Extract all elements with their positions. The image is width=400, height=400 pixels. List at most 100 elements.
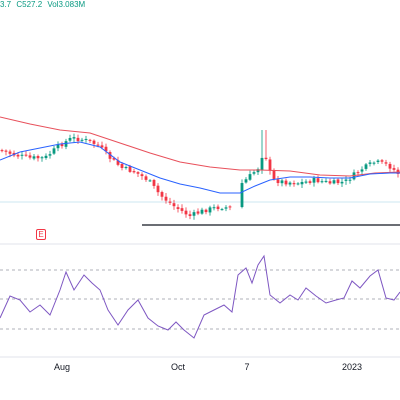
candle-body xyxy=(20,154,24,156)
candle-body xyxy=(360,169,364,172)
candle-body xyxy=(40,157,44,159)
candle-body xyxy=(52,148,56,154)
candle-body xyxy=(8,151,12,154)
candle-body xyxy=(140,174,144,177)
candle-body xyxy=(356,172,360,174)
candle-body xyxy=(84,138,88,140)
x-tick-2023: 2023 xyxy=(342,362,362,372)
candle-body xyxy=(112,157,116,160)
candle-body xyxy=(380,160,384,162)
candle-body xyxy=(72,137,76,139)
candle-body xyxy=(100,145,104,148)
candle-body xyxy=(64,141,68,147)
candle-body xyxy=(340,181,344,184)
x-tick-oct: Oct xyxy=(171,362,186,372)
candle-body xyxy=(188,214,192,217)
candle-body xyxy=(240,183,244,208)
candle-body xyxy=(168,201,172,203)
candle-body xyxy=(128,166,132,172)
candle-body xyxy=(280,180,284,184)
candle-body xyxy=(364,164,368,169)
x-tick-7: 7 xyxy=(244,362,249,372)
candle-body xyxy=(272,170,276,180)
candle-body xyxy=(48,154,52,156)
candle-body xyxy=(320,181,324,183)
candle-body xyxy=(96,144,100,146)
candle-body xyxy=(152,179,156,186)
time-axis: Aug Oct 7 2023 xyxy=(54,362,362,372)
candle-body xyxy=(288,182,292,185)
candle-body xyxy=(32,156,36,159)
candle-body xyxy=(328,181,332,184)
candle-body xyxy=(276,179,280,184)
candle-body xyxy=(28,155,32,158)
candle-body xyxy=(336,179,340,184)
candle-body xyxy=(256,169,260,173)
candle-body xyxy=(324,180,328,182)
ohlc-value-1: 3.7 xyxy=(0,0,12,9)
candle-body xyxy=(208,207,212,213)
candle-body xyxy=(180,208,184,211)
candle-body xyxy=(200,209,204,214)
candle-body xyxy=(376,160,380,162)
candle-body xyxy=(332,180,336,184)
rsi-line xyxy=(0,254,400,339)
candle-body xyxy=(260,157,264,171)
candle-body xyxy=(344,179,348,181)
candle-body xyxy=(120,163,124,168)
candle-body xyxy=(116,160,120,165)
candle-body xyxy=(384,162,388,164)
candle-body xyxy=(160,192,164,197)
ohlc-legend: 3.7 C527.2 Vol3.083M xyxy=(0,0,88,10)
candle-body xyxy=(172,203,176,207)
candle-body xyxy=(164,196,168,201)
candle-body xyxy=(268,159,272,171)
candle-body xyxy=(304,181,308,183)
candle-body xyxy=(212,207,216,209)
candle-body xyxy=(348,179,352,181)
moving-average-fast xyxy=(0,141,400,194)
ohlc-close: C527.2 xyxy=(16,0,43,9)
candle-body xyxy=(228,206,232,208)
candle-body xyxy=(392,168,396,170)
candle-body xyxy=(372,162,376,164)
candle-body xyxy=(248,174,252,180)
candle-body xyxy=(44,155,48,159)
candle-body xyxy=(136,172,140,174)
candle-body xyxy=(368,162,372,164)
candle-body xyxy=(316,178,320,183)
candle-body xyxy=(292,183,296,185)
candle-body xyxy=(176,207,180,210)
candle-body xyxy=(308,181,312,183)
candle-body xyxy=(4,150,8,152)
candle-body xyxy=(36,156,40,159)
candle-body xyxy=(192,212,196,216)
candle-body xyxy=(88,139,92,141)
candle-body xyxy=(60,144,64,147)
candle-body xyxy=(108,152,112,159)
candle-body xyxy=(284,180,288,185)
earnings-marker[interactable]: E xyxy=(36,229,46,240)
candle-body xyxy=(92,140,96,144)
x-tick-aug: Aug xyxy=(54,362,70,372)
candle-body xyxy=(244,179,248,183)
candle-body xyxy=(224,207,228,209)
candle-body xyxy=(264,157,268,160)
candle-body xyxy=(68,137,72,141)
candle-body xyxy=(76,137,80,142)
candle-body xyxy=(388,163,392,169)
candle-body xyxy=(56,144,60,149)
candle-body xyxy=(80,139,84,141)
candle-body xyxy=(148,180,152,182)
candle-body xyxy=(144,176,148,180)
candle-body xyxy=(220,209,224,211)
candle-body xyxy=(104,146,108,152)
candle-body xyxy=(16,154,20,157)
candle-body xyxy=(196,211,200,214)
ohlc-volume: Vol3.083M xyxy=(47,0,86,9)
candle-body xyxy=(156,185,160,193)
candle-body xyxy=(312,177,316,183)
candle-body xyxy=(204,209,208,213)
